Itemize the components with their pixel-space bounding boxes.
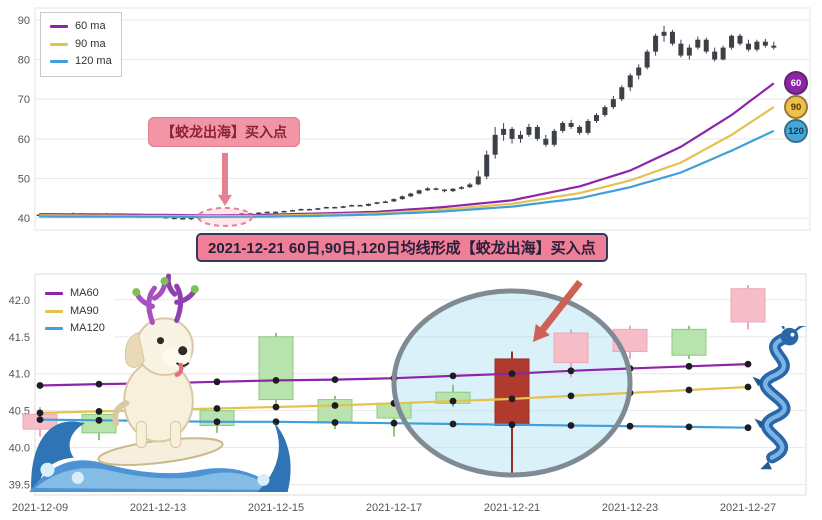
svg-text:2021-12-09: 2021-12-09 xyxy=(12,502,68,514)
annotation-arrow xyxy=(533,323,550,342)
svg-text:39.5: 39.5 xyxy=(9,480,30,492)
ma120-line-swatch xyxy=(45,327,63,331)
bottom-legend: MA60 MA90 MA120 xyxy=(36,280,114,343)
svg-text:2021-12-23: 2021-12-23 xyxy=(602,502,658,514)
blue-dragon-illustration xyxy=(752,326,808,470)
buy-point-arrow xyxy=(217,194,232,206)
ma-line-60ma xyxy=(39,82,775,217)
svg-text:41.0: 41.0 xyxy=(9,369,30,381)
svg-text:40.0: 40.0 xyxy=(9,443,30,455)
svg-text:40: 40 xyxy=(18,213,30,225)
dog-surfing-wave-illustration xyxy=(29,273,291,492)
buy-point-callout: 【蛟龙出海】买入点 xyxy=(148,117,300,147)
svg-text:2021-12-27: 2021-12-27 xyxy=(720,502,776,514)
ma60-line-swatch xyxy=(50,25,68,29)
ma120-line-swatch xyxy=(50,60,68,64)
legend-item-ma90: MA90 xyxy=(45,303,105,321)
svg-text:2021-12-21: 2021-12-21 xyxy=(484,502,540,514)
svg-text:2021-12-15: 2021-12-15 xyxy=(248,502,304,514)
svg-text:2021-12-13: 2021-12-13 xyxy=(130,502,186,514)
highlight-ellipse xyxy=(391,288,633,478)
ma60-line-swatch xyxy=(45,292,63,296)
buy-point-ellipse xyxy=(196,206,253,227)
svg-text:50: 50 xyxy=(18,173,30,185)
legend-label: MA120 xyxy=(70,322,105,335)
ma90-line-swatch xyxy=(50,42,68,46)
legend-label: 120 ma xyxy=(75,55,112,68)
svg-text:90: 90 xyxy=(18,15,30,27)
svg-text:60: 60 xyxy=(18,134,30,146)
ma90-end-badge: 90 xyxy=(784,95,808,120)
legend-item-ma60: MA60 xyxy=(45,285,105,303)
ma90-line-swatch xyxy=(45,309,63,313)
legend-label: 60 ma xyxy=(75,20,106,32)
top-legend: 60 ma 90 ma 120 ma xyxy=(40,12,122,77)
svg-text:70: 70 xyxy=(18,94,30,106)
ma120-end-badge: 120 xyxy=(784,118,808,143)
legend-label: MA90 xyxy=(70,304,99,317)
legend-item-120ma: 120 ma xyxy=(50,53,112,71)
legend-item-ma120: MA120 xyxy=(45,320,105,338)
signal-banner: 2021-12-21 60日,90日,120日均线形成【蛟龙出海】买入点 xyxy=(196,233,608,262)
svg-text:42.0: 42.0 xyxy=(9,295,30,307)
top-price-chart: 90 80 70 60 50 40 xyxy=(18,7,811,231)
legend-label: MA60 xyxy=(70,287,99,299)
svg-text:2021-12-17: 2021-12-17 xyxy=(366,502,422,514)
ma60-end-badge: 60 xyxy=(784,71,808,96)
legend-item-60ma: 60 ma xyxy=(50,18,112,36)
ma-line-120ma xyxy=(39,129,775,218)
svg-text:41.5: 41.5 xyxy=(9,332,30,344)
legend-label: 90 ma xyxy=(75,37,106,50)
legend-item-90ma: 90 ma xyxy=(50,36,112,54)
svg-text:80: 80 xyxy=(18,55,30,67)
